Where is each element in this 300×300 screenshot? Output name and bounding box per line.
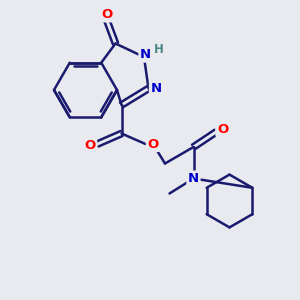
Text: H: H xyxy=(154,43,164,56)
Text: N: N xyxy=(150,82,162,95)
Text: O: O xyxy=(147,137,159,151)
Text: N: N xyxy=(140,48,151,61)
Text: O: O xyxy=(101,8,113,21)
Text: O: O xyxy=(217,122,228,136)
Text: N: N xyxy=(188,172,199,185)
Text: O: O xyxy=(84,139,96,152)
